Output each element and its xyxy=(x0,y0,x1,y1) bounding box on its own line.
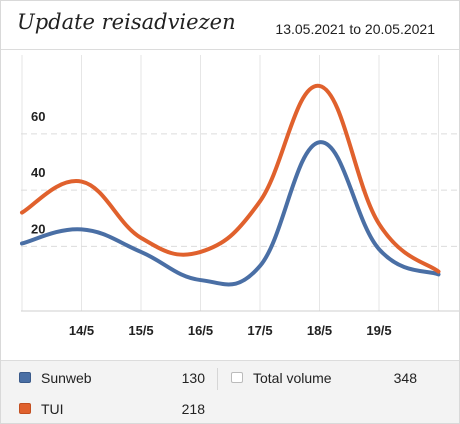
chart-title: Update reisadviezen xyxy=(17,10,236,34)
legend-swatch-sunweb xyxy=(19,372,31,383)
legend: Sunweb 130 TUI 218 Total volume 348 xyxy=(1,360,459,423)
legend-swatch-total-volume xyxy=(231,372,243,383)
series-line-tui xyxy=(20,83,441,274)
line-chart: 20 40 60 14/5 15/5 16/5 17/5 18/5 19/5 xyxy=(20,55,459,338)
legend-value-total-volume: 348 xyxy=(393,370,417,386)
legend-separator xyxy=(217,368,218,390)
y-tick-label: 20 xyxy=(31,221,45,236)
legend-label-sunweb: Sunweb xyxy=(41,370,92,386)
date-range: 13.05.2021 to 20.05.2021 xyxy=(275,21,435,37)
series-line-sunweb xyxy=(20,140,441,287)
legend-label-total-volume: Total volume xyxy=(253,370,332,386)
legend-item-tui[interactable]: TUI 218 xyxy=(19,399,209,419)
x-tick-label: 18/5 xyxy=(307,323,332,338)
x-tick-label: 19/5 xyxy=(366,323,391,338)
x-tick-label: 14/5 xyxy=(69,323,94,338)
legend-label-tui: TUI xyxy=(41,401,64,417)
legend-swatch-tui xyxy=(19,403,31,414)
x-tick-label: 16/5 xyxy=(188,323,213,338)
legend-value-sunweb: 130 xyxy=(181,370,205,386)
legend-item-sunweb[interactable]: Sunweb 130 xyxy=(19,368,209,388)
legend-item-total-volume: Total volume 348 xyxy=(231,368,431,388)
legend-value-tui: 218 xyxy=(181,401,205,417)
y-tick-label: 60 xyxy=(31,109,45,124)
y-tick-label: 40 xyxy=(31,165,45,180)
chart-header: Update reisadviezen 13.05.2021 to 20.05.… xyxy=(1,1,459,50)
x-tick-label: 15/5 xyxy=(128,323,153,338)
x-tick-label: 17/5 xyxy=(247,323,272,338)
